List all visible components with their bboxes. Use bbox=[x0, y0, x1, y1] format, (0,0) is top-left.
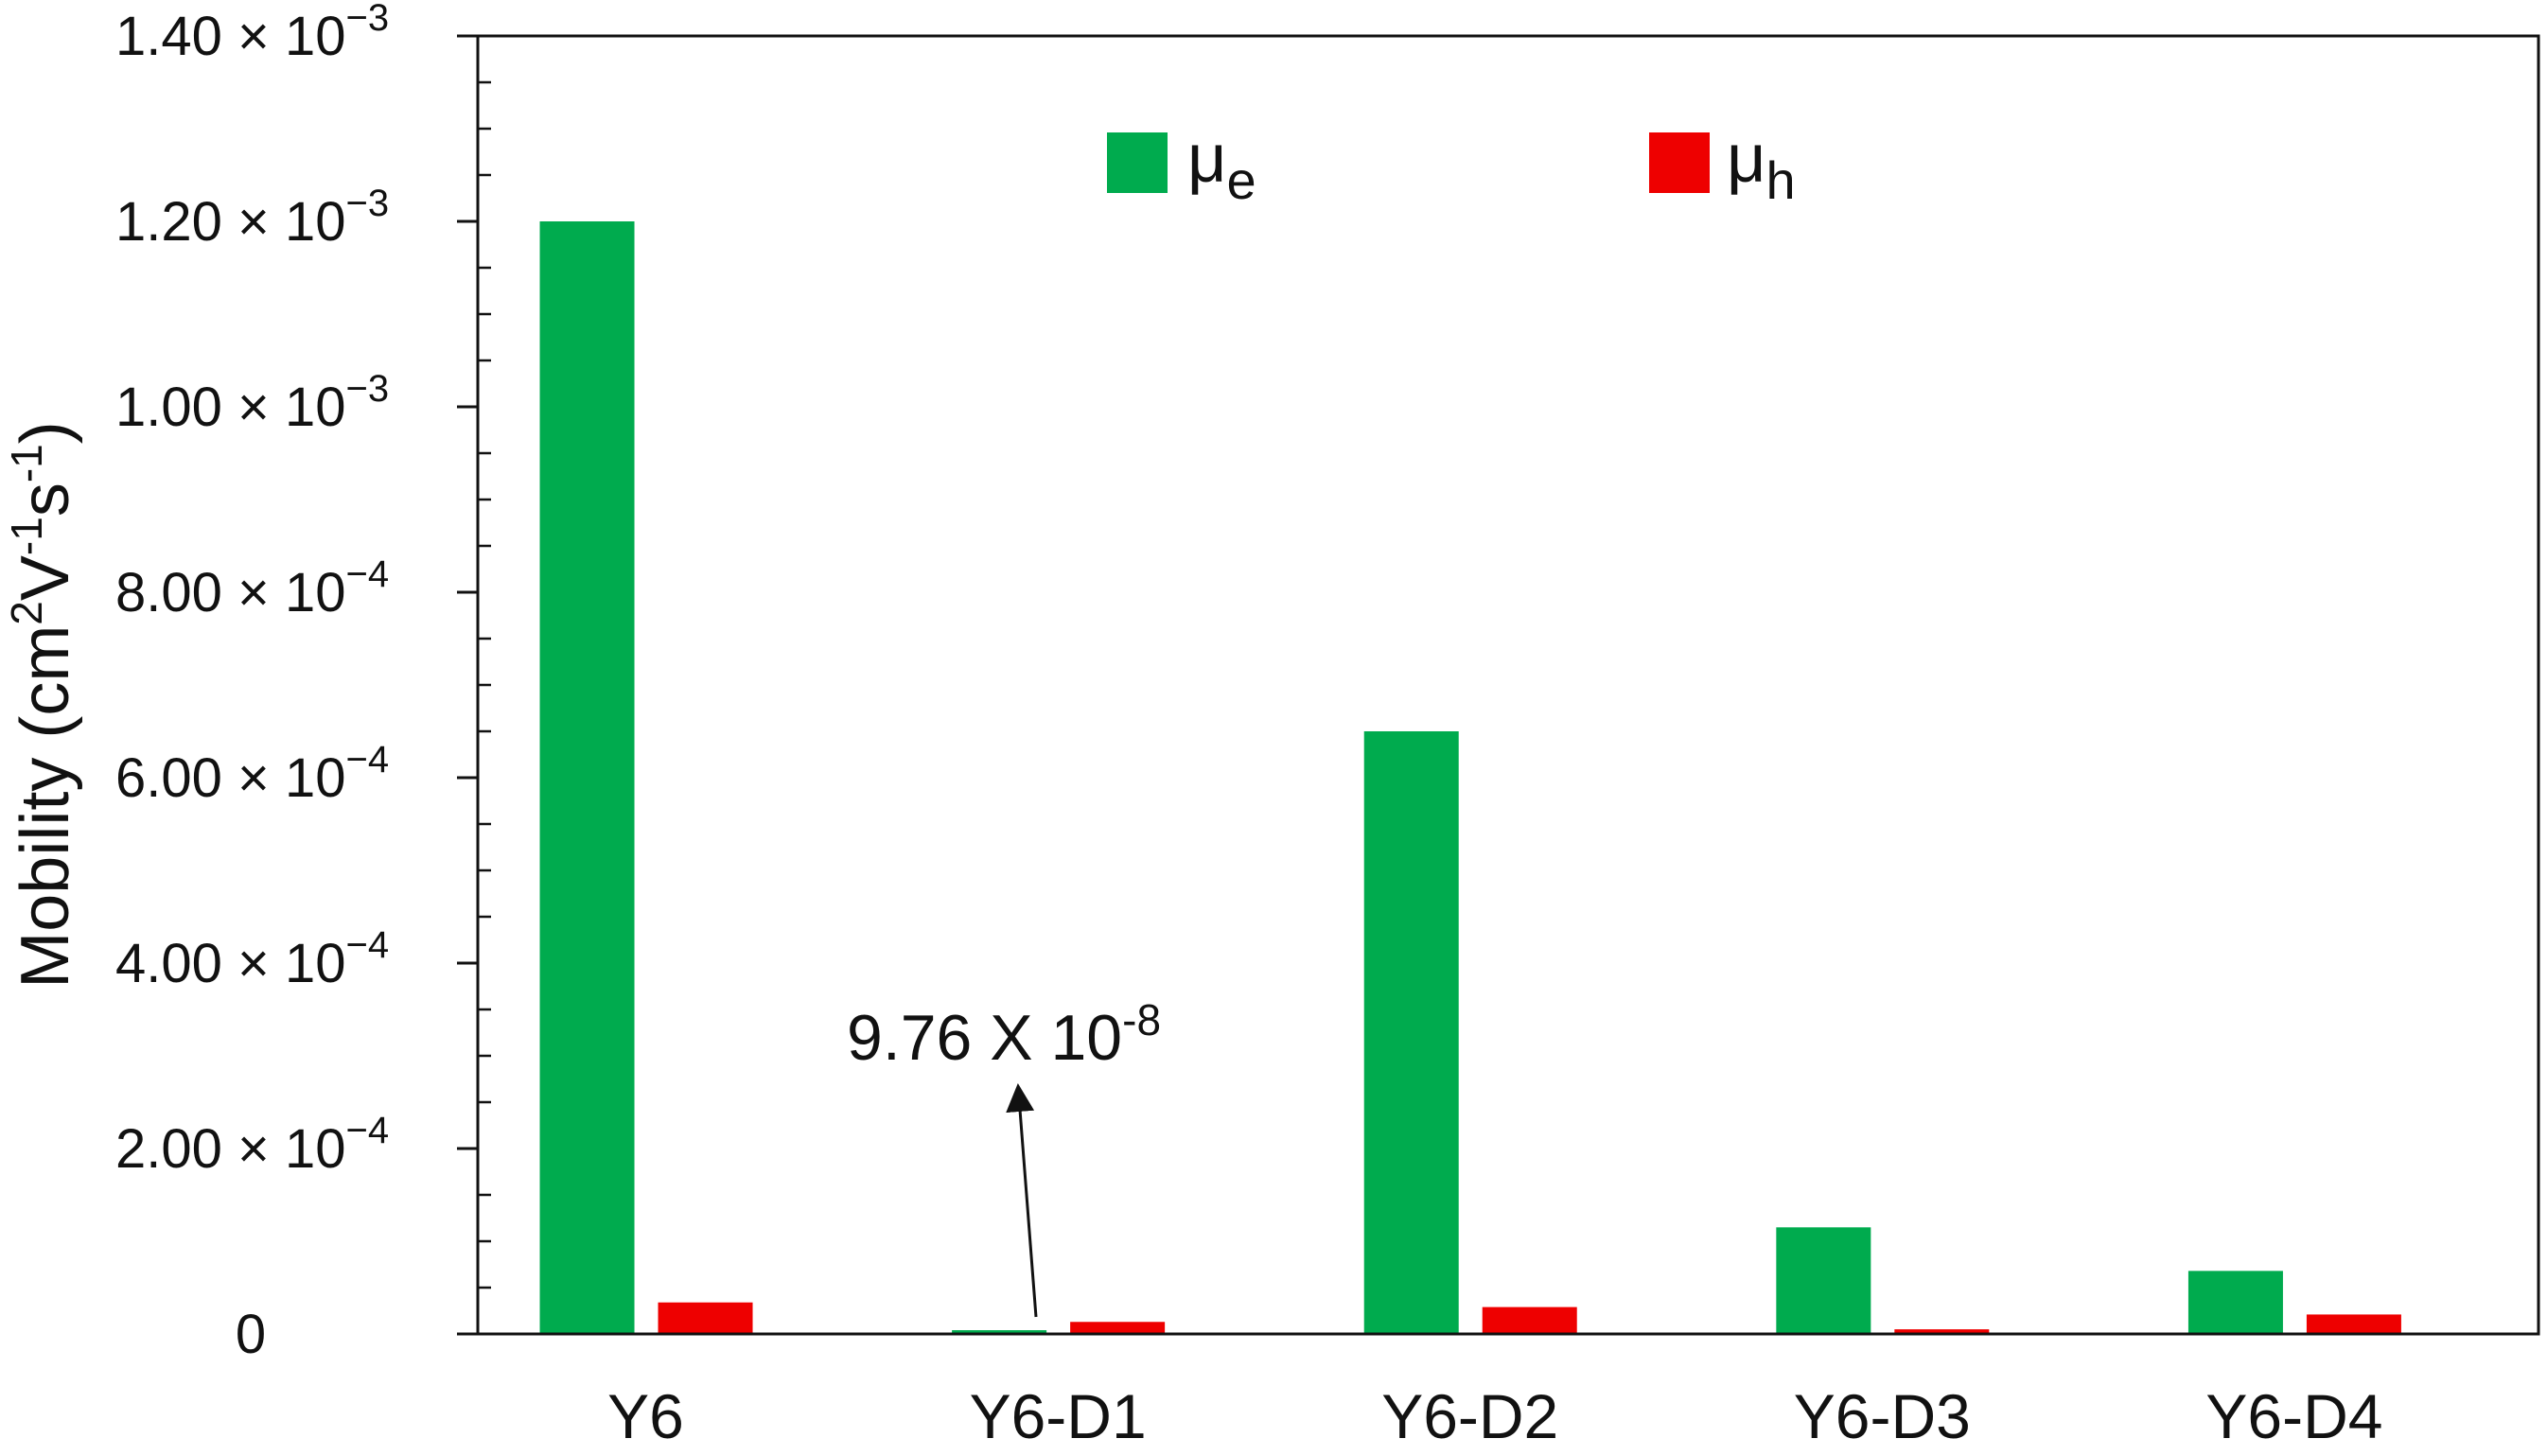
annotation-text: 9.76 X 10-8 bbox=[847, 995, 1161, 1074]
bar-y6-d4-hole bbox=[2306, 1314, 2401, 1334]
legend-swatch-electron bbox=[1107, 132, 1168, 193]
x-tick-label: Y6-D1 bbox=[970, 1381, 1147, 1451]
annotation-y6-d1: 9.76 X 10-8 bbox=[847, 995, 1161, 1318]
bar-y6-d2-hole bbox=[1482, 1307, 1577, 1334]
bar-y6-d2-electron bbox=[1363, 731, 1459, 1334]
y-axis-ticks bbox=[457, 34, 491, 1336]
x-tick-label: Y6-D4 bbox=[2205, 1381, 2382, 1451]
y-tick-label: 4.00 × 10−4 bbox=[115, 924, 389, 994]
y-tick-label: 1.00 × 10−3 bbox=[115, 368, 389, 438]
bars bbox=[539, 221, 2401, 1334]
y-tick-label: 1.20 × 10−3 bbox=[115, 183, 389, 253]
x-axis-tick-labels: Y6 Y6-D1 Y6-D2 Y6-D3 Y6-D4 bbox=[607, 1381, 2382, 1451]
legend-item-electron: μe bbox=[1107, 121, 1256, 210]
annotation-arrow bbox=[1006, 1083, 1038, 1318]
x-tick-label: Y6-D2 bbox=[1381, 1381, 1558, 1451]
bar-y6-d4-electron bbox=[2187, 1271, 2283, 1334]
bar-y6-d3-hole bbox=[1894, 1329, 1990, 1334]
legend: μe μh bbox=[1107, 121, 1796, 210]
legend-label-hole: μh bbox=[1727, 121, 1796, 210]
bar-y6-d3-electron bbox=[1776, 1227, 1871, 1334]
bar-y6-hole bbox=[658, 1302, 753, 1334]
y-tick-label: 8.00 × 10−4 bbox=[115, 553, 389, 623]
y-tick-label: 0 bbox=[236, 1304, 266, 1365]
legend-item-hole: μh bbox=[1649, 121, 1796, 210]
x-tick-label: Y6-D3 bbox=[1794, 1381, 1971, 1451]
legend-label-electron: μe bbox=[1187, 121, 1256, 210]
y-tick-label: 1.40 × 10−3 bbox=[115, 0, 389, 67]
bar-y6-d1-electron bbox=[952, 1330, 1047, 1334]
plot-frame bbox=[476, 34, 2540, 1336]
bar-y6-d1-hole bbox=[1070, 1322, 1166, 1334]
x-tick-label: Y6 bbox=[607, 1381, 684, 1451]
legend-swatch-hole bbox=[1649, 132, 1710, 193]
y-axis-title: Mobility (cm2V-1s-1) bbox=[2, 421, 83, 988]
bar-y6-electron bbox=[539, 221, 635, 1334]
y-tick-label: 6.00 × 10−4 bbox=[115, 739, 389, 809]
y-tick-label: 2.00 × 10−4 bbox=[115, 1110, 389, 1180]
y-axis-tick-labels: 0 2.00 × 10−4 4.00 × 10−4 6.00 × 10−4 8.00 ×… bbox=[115, 0, 389, 1365]
